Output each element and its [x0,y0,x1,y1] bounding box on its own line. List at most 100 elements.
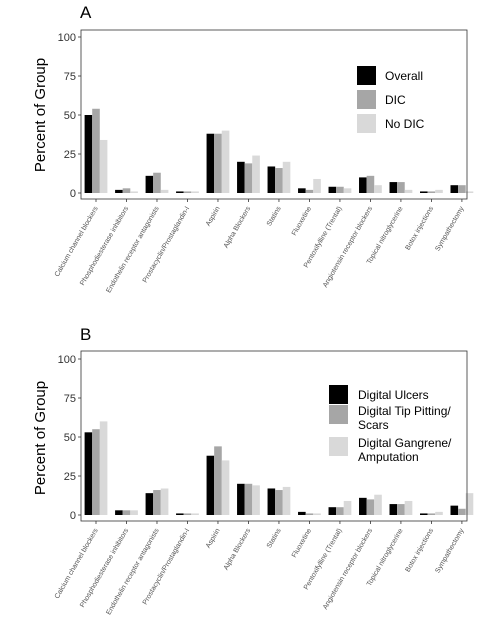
panel-a-bar-dic-fluoxetine [305,189,314,193]
panel-a-bar-dic-endothelin-receptor-antagonists [153,172,161,193]
panel-a-bar-dic-angiotensin-receptor-blockers [366,175,375,193]
panel-b-x-tick-label-fluoxetine: Fluoxetine [291,527,313,559]
panel-b-bar-digital-tip-pitting-scars-endothelin-receptor-antagonists [153,490,161,515]
panel-a-legend: Overall DIC No DIC [357,66,425,133]
panel-b-bar-digital-tip-pitting-scars-topical-nitroglycerine [397,504,405,515]
panel-b-plot-frame [80,350,468,522]
panel-a-x-axis: Calcium channel blockersPhosphodiesteras… [54,199,466,294]
panel-b-x-tick-label-sympathectomy: Sympathectomy [434,527,465,574]
panel-b-letter: B [80,325,91,344]
panel-b-bar-digital-tip-pitting-scars-phosphodiesterase-inhibitors [122,510,131,515]
panel-b-legend-label-digital-tip-pitting-scars: Digital Tip Pitting/Scars [358,404,451,432]
panel-a-bar-dic-prostacyclin-prostaglandin-i [183,191,192,193]
panel-b-bar-digital-tip-pitting-scars-fluoxetine [305,513,314,515]
panel-a-bar-overall-prostacyclin-prostaglandin-i [176,191,184,193]
panel-a-bar-overall-topical-nitroglycerine [389,182,398,193]
panel-b-y-axis-label: Percent of Group [32,381,49,495]
panel-a-x-tick-label-fluoxetine: Fluoxetine [291,205,313,237]
panel-a-bar-overall-fluoxetine [298,188,306,193]
panel-b-bar-digital-ulcers-topical-nitroglycerine [389,504,398,515]
panel-a-bar-no-dic-prostacyclin-prostaglandin-i [191,191,199,193]
panel-b-x-tick-label-alpha-blockers: Alpha Blockers [223,527,253,571]
panel-a-bar-no-dic-endothelin-receptor-antagonists [160,189,169,193]
panel-a-x-tick-label-topical-nitroglycerine: Topical nitroglycerine [366,205,405,265]
panel-b-bar-digital-gangrene-amputation-phosphodiesterase-inhibitors [130,510,138,515]
panel-b-legend-label-digital-ulcers: Digital Ulcers [358,388,429,402]
panel-a-bar-dic-pentoxifylline-trental [336,186,344,193]
panel-b-x-tick-label-endothelin-receptor-antagonists: Endothelin receptor antagonists [105,527,161,616]
panel-a-bar-no-dic-calcium-channel-blockers [99,139,108,193]
panel-b-legend: Digital Ulcers Digital Tip Pitting/Scars D… [329,385,452,464]
panel-a-bar-overall-aspirin [206,133,215,193]
panel-a-bar-no-dic-statins [282,161,291,193]
panel-b-bar-digital-ulcers-pentoxifylline-trental [328,507,337,515]
panel-a-bar-dic-botox-injections [427,191,436,193]
panel-a-letter: A [80,3,92,22]
panel-b-x-tick-label-botox-injections: Botox injections [405,527,436,573]
panel-a-x-tick-label-sympathectomy: Sympathectomy [434,205,465,252]
panel-a-bar-no-dic-angiotensin-receptor-blockers [374,185,382,193]
panel-a-x-tick-label-aspirin: Aspirin [205,205,222,227]
panel-b-bar-digital-ulcers-aspirin [206,455,215,515]
panel-b-legend-label-digital-gangrene-amputation: Digital Gangrene/Amputation [358,436,452,464]
panel-a-bar-overall-phosphodiesterase-inhibitors [115,189,123,193]
panel-a-bar-no-dic-sympathectomy [465,191,474,193]
panel-b-bar-digital-ulcers-fluoxetine [298,511,306,515]
panel-b-bar-digital-tip-pitting-scars-aspirin [214,446,222,515]
panel-b-bar-digital-ulcers-prostacyclin-prostaglandin-i [176,513,184,515]
panel-a-bar-no-dic-fluoxetine [313,178,321,193]
panel-a-bar-dic-calcium-channel-blockers [92,108,100,193]
panel-b-bar-digital-tip-pitting-scars-pentoxifylline-trental [336,507,344,515]
panel-a-bar-no-dic-phosphodiesterase-inhibitors [130,191,138,193]
panel-b-bar-digital-tip-pitting-scars-angiotensin-receptor-blockers [366,499,375,515]
panel-a-bar-dic-phosphodiesterase-inhibitors [122,188,131,193]
panel-b-x-tick-label-aspirin: Aspirin [205,527,222,549]
panel-a-y-axis: 0 25 50 75 100 [58,32,81,200]
panel-a-bar-dic-aspirin [214,133,222,193]
panel-a-y-tick-label: 0 [70,188,76,200]
panel-a-bar-overall-angiotensin-receptor-blockers [359,177,367,193]
panel-a-bar-overall-sympathectomy [450,185,459,193]
panel-b-bar-digital-gangrene-amputation-alpha-blockers [252,485,260,515]
panel-a-bar-no-dic-pentoxifylline-trental [343,188,352,193]
panel-a-bar-overall-alpha-blockers [237,161,245,193]
panel-b-bar-digital-tip-pitting-scars-alpha-blockers [244,483,253,515]
panel-a-bar-dic-statins [275,168,283,193]
panel-b-x-tick-label-topical-nitroglycerine: Topical nitroglycerine [366,527,405,587]
panel-b-legend-swatch-digital-tip-pitting-scars [329,405,348,424]
panel-a-bar-no-dic-aspirin [221,130,230,193]
panel-b-bar-digital-ulcers-botox-injections [420,513,428,515]
panel-a-bar-no-dic-botox-injections [435,189,443,193]
panel-b-bar-digital-ulcers-sympathectomy [450,505,459,515]
panel-b-bar-digital-gangrene-amputation-sympathectomy [465,493,474,515]
panel-a-x-tick-label-botox-injections: Botox injections [405,205,436,251]
panel-b-bar-digital-ulcers-alpha-blockers [237,483,245,515]
panel-b-y-tick-label: 25 [64,471,76,483]
panel-a-y-tick-label: 75 [64,71,76,83]
panel-b-bar-digital-gangrene-amputation-pentoxifylline-trental [343,500,352,515]
panel-a-bars [84,108,474,193]
panel-a-bar-dic-alpha-blockers [244,163,253,193]
panel-b-bar-digital-ulcers-endothelin-receptor-antagonists [145,493,154,515]
panel-b-bar-digital-ulcers-calcium-channel-blockers [84,432,93,515]
panel-a-bar-overall-pentoxifylline-trental [328,186,337,193]
panel-b-bar-digital-gangrene-amputation-angiotensin-receptor-blockers [374,494,382,515]
panel-b-legend-swatch-digital-ulcers [329,385,348,404]
panel-b-bar-digital-gangrene-amputation-statins [282,486,291,515]
panel-a-legend-label-dic: DIC [385,93,406,107]
panel-a-bar-no-dic-topical-nitroglycerine [404,189,413,193]
panel-b-bar-digital-gangrene-amputation-topical-nitroglycerine [404,500,413,515]
panel-b-bar-digital-gangrene-amputation-botox-injections [435,511,443,515]
panel-b-y-axis: 0 25 50 75 100 [58,354,81,522]
panel-a: A Percent of Group 0 25 50 75 100 Calcium ch… [32,3,474,294]
panel-b-x-axis: Calcium channel blockersPhosphodiesteras… [54,521,466,616]
panel-a-x-tick-label-statins: Statins [266,205,283,227]
panel-b-y-tick-label: 100 [58,354,76,366]
panel-b-bar-digital-gangrene-amputation-fluoxetine [313,513,321,515]
panel-a-bar-dic-sympathectomy [458,185,466,193]
panel-b-bar-digital-gangrene-amputation-aspirin [221,460,230,515]
panel-b-bar-digital-gangrene-amputation-calcium-channel-blockers [99,421,108,515]
panel-a-legend-swatch-overall [357,66,376,85]
panel-a-legend-swatch-no-dic [357,114,376,133]
